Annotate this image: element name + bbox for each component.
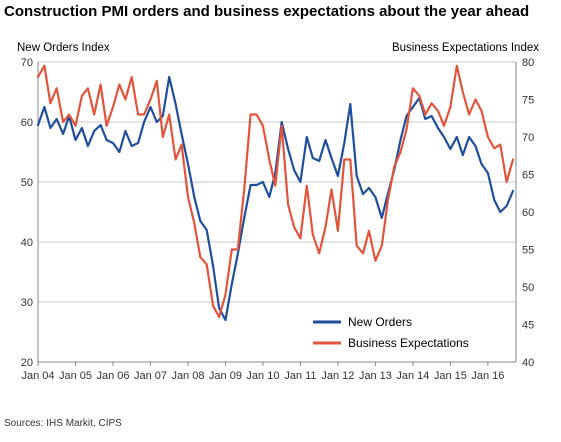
x-tick-label: Jan 04: [21, 370, 54, 382]
x-tick-label: Jan 12: [321, 370, 354, 382]
y-right-tick-label: 55: [522, 245, 534, 257]
legend: New Orders Business Expectations: [313, 315, 469, 350]
left-axis-ticks: 20 30 40 50 60 70: [21, 57, 33, 369]
legend-label-business-expectations: Business Expectations: [348, 336, 469, 350]
y-right-tick-label: 80: [522, 57, 534, 69]
y-right-tick-label: 50: [522, 282, 534, 294]
y-right-tick-label: 70: [522, 132, 534, 144]
series-line-business-expectations: [36, 64, 515, 319]
y-right-tick-label: 65: [522, 170, 534, 182]
x-tick-label: Jan 05: [59, 370, 92, 382]
right-axis-title: Business Expectations Index: [392, 42, 539, 54]
y-left-tick-label: 50: [21, 177, 33, 189]
x-tick-label: Jan 09: [209, 370, 242, 382]
x-tick-label: Jan 14: [396, 370, 429, 382]
series-lines: [36, 64, 515, 322]
y-left-tick-label: 60: [21, 117, 33, 129]
right-axis-ticks: 40 45 50 55 60 65 70 75 80: [522, 57, 534, 369]
plot-frame: [37, 62, 517, 363]
y-right-tick-label: 45: [522, 320, 534, 332]
legend-label-new-orders: New Orders: [348, 315, 412, 329]
y-left-tick-label: 20: [21, 357, 33, 369]
x-tick-label: Jan 06: [96, 370, 129, 382]
left-axis-title: New Orders Index: [17, 42, 110, 54]
grid-lines: [38, 61, 516, 303]
x-tick-label: Jan 13: [359, 370, 392, 382]
x-tick-label: Jan 11: [284, 370, 316, 382]
series-line-new-orders: [36, 75, 515, 322]
y-right-tick-label: 40: [522, 357, 534, 369]
x-tick-label: Jan 08: [171, 370, 204, 382]
x-axis-ticks: Jan 04 Jan 05 Jan 06 Jan 07 Jan 08 Jan 09 Jan …: [21, 362, 504, 382]
chart-title: Construction PMI orders and business exp…: [4, 3, 530, 20]
source-note: Sources: IHS Markit, CIPS: [4, 418, 122, 429]
x-tick-label: Jan 16: [471, 370, 504, 382]
x-tick-label: Jan 10: [246, 370, 279, 382]
x-tick-label: Jan 15: [434, 370, 467, 382]
y-left-tick-label: 40: [21, 237, 33, 249]
y-right-tick-label: 60: [522, 207, 534, 219]
y-right-tick-label: 75: [522, 95, 534, 107]
y-left-tick-label: 30: [21, 297, 33, 309]
x-tick-label: Jan 07: [134, 370, 167, 382]
y-left-tick-label: 70: [21, 57, 33, 69]
